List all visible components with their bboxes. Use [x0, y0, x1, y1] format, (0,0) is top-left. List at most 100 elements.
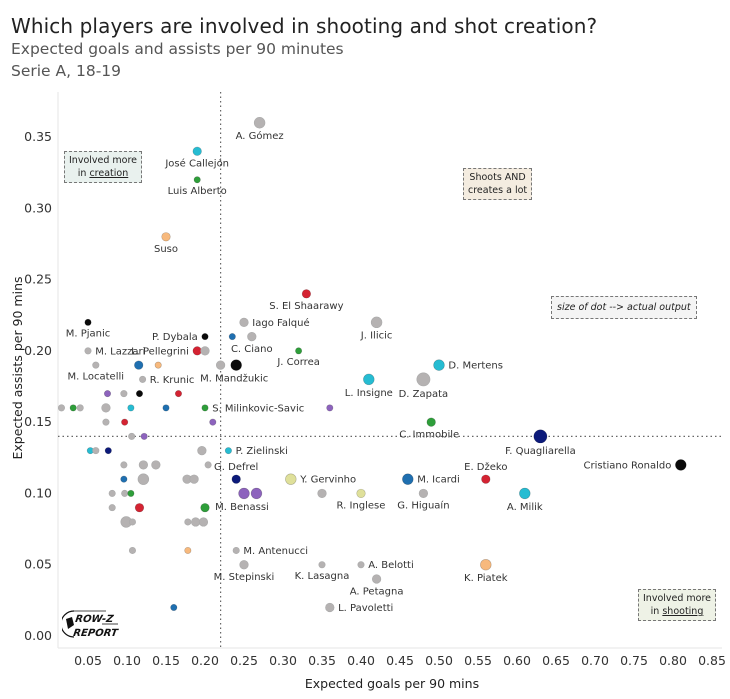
data-point-a-milik — [519, 487, 531, 500]
point-label: A. Belotti — [368, 560, 414, 571]
annotation-shooting-line2: in shooting — [643, 605, 711, 618]
point-label: L. Insigne — [345, 388, 393, 399]
data-point — [121, 489, 129, 497]
point-label: M. Benassi — [215, 502, 269, 513]
annotation-shooting-emph: shooting — [662, 606, 704, 617]
x-tick-label: 0.85 — [698, 653, 726, 668]
data-point-s-el-shaarawy — [301, 289, 312, 299]
data-point-y-gervinho — [285, 473, 297, 485]
y-axis-ticks: 0.00 0.05 0.10 0.15 0.20 0.25 0.30 0.35 — [24, 129, 52, 643]
x-tick-label: 0.15 — [152, 653, 180, 668]
annotation-creation-line2: in creation — [69, 167, 137, 180]
point-label: L. Pellegrini — [131, 346, 189, 357]
x-axis-ticks: 0.05 0.10 0.15 0.20 0.25 0.30 0.35 0.40 0.45 0.50… — [74, 653, 726, 668]
data-point — [200, 503, 210, 513]
data-point — [137, 473, 150, 485]
data-point-a-belotti — [357, 561, 365, 569]
data-point — [184, 518, 192, 526]
chart-subtitle: Expected goals and assists per 90 minute… — [11, 40, 344, 58]
point-label: A. Gómez — [236, 130, 284, 142]
point-label: M. Lazzari — [95, 346, 145, 357]
point-label: P. Zielinski — [236, 446, 288, 457]
point-label: P. Dybala — [152, 332, 198, 343]
x-tick-label: 0.65 — [542, 653, 570, 668]
x-tick-label: 0.60 — [503, 653, 531, 668]
point-label: Suso — [154, 244, 178, 255]
annotation-shooting-line1: Involved more — [643, 593, 712, 604]
point-label: D. Zapata — [399, 389, 449, 400]
data-point-m-pjanic — [84, 318, 92, 326]
data-point-m-antenucci — [232, 546, 240, 554]
annotation-creation: Involved more in creation — [64, 151, 143, 183]
point-label: D. Mertens — [448, 361, 503, 372]
data-point — [135, 390, 143, 398]
point-label: G. Higuaín — [397, 500, 449, 512]
data-point-j-correa — [295, 347, 303, 355]
point-label: M. Stepinski — [214, 572, 275, 583]
annotation-both-line2: creates a lot — [468, 185, 528, 196]
point-labels: A. Gómez José Callejón Luis Alberto Suso S. … — [66, 130, 672, 614]
data-point — [204, 461, 212, 469]
point-label: Y. Gervinho — [299, 475, 356, 486]
data-point-m-lazzari — [84, 347, 92, 355]
data-point — [198, 517, 209, 527]
y-tick-label: 0.20 — [24, 343, 52, 358]
annotation-dot-size: size of dot --> actual output — [551, 296, 697, 319]
data-point-g-higua-n — [418, 488, 429, 499]
data-point — [154, 361, 162, 369]
point-label: M. Locatelli — [68, 371, 125, 382]
y-tick-label: 0.10 — [24, 485, 52, 500]
data-point — [151, 460, 161, 470]
x-tick-label: 0.70 — [581, 653, 609, 668]
data-point — [128, 432, 136, 440]
point-label: A. Milik — [507, 502, 543, 513]
x-tick-label: 0.10 — [113, 653, 141, 668]
point-label: R. Inglese — [337, 501, 386, 512]
data-point-iago-falqu- — [239, 317, 249, 327]
point-label: J. Ilicic — [360, 331, 393, 342]
y-tick-label: 0.25 — [24, 272, 52, 287]
data-point-a-g-mez — [253, 117, 266, 129]
data-point — [317, 488, 327, 499]
point-label: E. Džeko — [464, 461, 507, 473]
data-point — [76, 404, 84, 412]
data-point-k-piatek — [480, 559, 492, 571]
data-point-r-inglese — [356, 488, 366, 499]
logo-line2: REPORT — [73, 628, 120, 639]
data-point — [326, 404, 334, 412]
data-point-m-benassi — [238, 487, 250, 500]
data-point — [189, 474, 199, 484]
x-tick-label: 0.80 — [659, 653, 687, 668]
x-tick-label: 0.05 — [74, 653, 102, 668]
data-point — [216, 360, 226, 370]
data-point-d-zapata — [416, 372, 431, 387]
y-tick-label: 0.30 — [24, 200, 52, 215]
x-axis-label: Expected goals per 90 mins — [305, 676, 479, 691]
data-point-l-pellegrini — [192, 346, 202, 356]
data-point — [120, 475, 128, 483]
data-point — [104, 390, 112, 398]
data-point — [174, 390, 182, 398]
point-label: M. Mandžukic — [200, 373, 268, 385]
data-point-j-ilicic — [370, 316, 383, 329]
y-tick-label: 0.35 — [24, 129, 52, 144]
data-point — [140, 432, 148, 440]
point-label: Iago Falqué — [252, 317, 309, 329]
data-point-f-quagliarella — [533, 429, 548, 444]
point-label: Luis Alberto — [168, 186, 227, 197]
data-point — [162, 404, 170, 412]
point-label: Cristiano Ronaldo — [584, 460, 672, 471]
data-point — [134, 503, 145, 513]
data-point — [200, 346, 210, 356]
chart-title: Which players are involved in shooting a… — [11, 14, 598, 38]
annotation-creation-emph: creation — [89, 168, 129, 179]
point-label: J. Correa — [276, 357, 320, 368]
data-point — [57, 404, 65, 412]
data-point-k-lasagna — [318, 561, 326, 569]
data-point — [104, 447, 112, 455]
chart-season: Serie A, 18-19 — [11, 62, 122, 80]
point-label: G. Defrel — [214, 462, 258, 473]
point-label: F. Quagliarella — [505, 446, 576, 457]
data-point — [120, 461, 128, 469]
x-tick-label: 0.45 — [386, 653, 414, 668]
